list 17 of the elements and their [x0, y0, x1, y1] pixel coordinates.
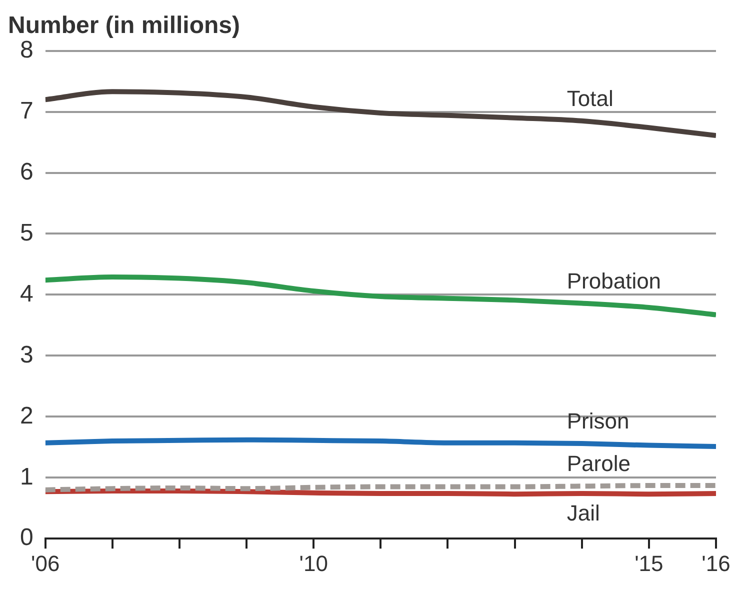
series-label: Total: [566, 86, 614, 111]
series-label: Prison: [566, 408, 630, 434]
y-tick-label: 5: [20, 219, 34, 246]
y-tick-label: 0: [20, 524, 34, 552]
x-tick-label: '16: [702, 550, 730, 576]
x-tick-label: '10: [299, 550, 328, 576]
series-label: Parole: [566, 451, 630, 476]
y-tick-label: 6: [20, 158, 34, 186]
x-tick-label: '06: [31, 550, 60, 576]
y-tick-label: 1: [20, 463, 34, 490]
y-tick-label: 7: [20, 97, 34, 124]
series-label: Probation: [566, 268, 662, 294]
series-label: Jail: [566, 500, 600, 526]
y-tick-label: 4: [20, 280, 34, 308]
y-tick-label: 3: [20, 341, 34, 368]
x-tick-label: '15: [634, 550, 664, 576]
y-tick-label: 2: [20, 402, 34, 430]
